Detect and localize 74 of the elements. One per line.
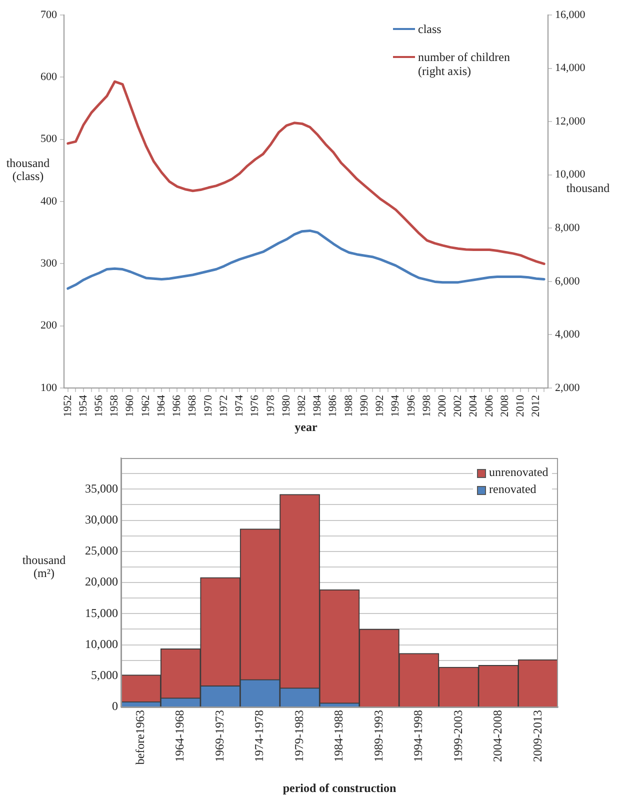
x-axis-title: year: [294, 420, 318, 434]
x-tick-label: 1982: [296, 395, 308, 417]
x-tick-label: 1988: [342, 394, 355, 417]
x-tick-label: 1996: [405, 394, 418, 417]
x-tick-label: 1974: [234, 394, 246, 417]
y-tick-label: 20,000: [85, 574, 118, 589]
y-tick-label: 25,000: [85, 544, 118, 558]
y-tick-label: 5,000: [91, 668, 118, 682]
x-tick-label: 2002: [452, 395, 464, 417]
y-tick-label: 600: [40, 71, 58, 84]
x-tick-label: 1976: [249, 394, 262, 417]
y2-tick-label: 2,000: [555, 382, 580, 394]
y-tick-label: 30,000: [85, 512, 118, 526]
y-tick-label: 300: [40, 258, 58, 270]
y-tick-label: 10,000: [85, 636, 118, 651]
y-tick-label: 400: [40, 195, 58, 208]
x-tick-label: 1984: [312, 394, 324, 417]
legend-label: number of children (right axis): [418, 50, 511, 78]
x-tick-label: 1966: [171, 394, 184, 417]
y-tick-label: 15,000: [85, 606, 118, 620]
x-tick-label: 1978: [264, 394, 277, 417]
y-tick-label: 100: [40, 382, 58, 394]
legend-label: class: [418, 22, 442, 36]
x-tick-label: 2000: [436, 394, 449, 417]
x-tick-label: 1994-1998: [411, 710, 426, 762]
y-axis-title: thousand (class): [5, 156, 51, 184]
x-tick-label: 2004-2008: [490, 710, 505, 762]
x-tick-label: before1963: [133, 710, 148, 765]
x-tick-label: 1979-1983: [292, 710, 306, 762]
x-tick-label: 1969-1973: [212, 710, 226, 762]
x-tick-label: 1984-1988: [332, 710, 346, 762]
x-tick-label: 2009-2013: [530, 710, 544, 762]
x-tick-label: 1994: [390, 394, 402, 417]
x-tick-label: 1958: [108, 394, 121, 417]
x-tick-label: 2006: [483, 394, 496, 417]
x-tick-label: 1974-1978: [252, 710, 266, 762]
y2-tick-label: 10,000: [555, 168, 586, 181]
legend-label: unrenovated: [489, 465, 548, 479]
x-tick-label: 1990: [358, 394, 370, 417]
y2-tick-label: 6,000: [555, 275, 580, 288]
x-tick-label: 1992: [374, 395, 386, 417]
x-tick-label: 1980: [280, 394, 292, 417]
x-tick-label: 1989-1993: [371, 710, 386, 762]
x-tick-label: 1956: [93, 394, 106, 417]
x-tick-label: 1964-1968: [172, 710, 187, 762]
x-tick-label: 2010: [514, 394, 527, 417]
y2-tick-label: 16,000: [555, 8, 586, 21]
x-tick-label: 1999-2003: [450, 710, 465, 762]
y2-tick-label: 12,000: [555, 115, 586, 128]
y-tick-label: 35,000: [85, 481, 118, 496]
x-tick-label: 1952: [62, 395, 74, 417]
legend-label: renovated: [489, 482, 536, 496]
y-axis-title: thousand (m²): [21, 552, 67, 580]
x-tick-label: 1998: [420, 394, 433, 417]
y2-tick-label: 4,000: [555, 328, 580, 341]
x-tick-label: 1986: [327, 394, 340, 417]
y2-axis-title: thousand: [565, 180, 611, 195]
x-tick-label: 2012: [530, 395, 542, 417]
y2-tick-label: 14,000: [555, 62, 586, 74]
x-tick-label: 1968: [186, 394, 199, 417]
x-axis-title: period of construction: [282, 780, 396, 795]
y-tick-label: 0: [112, 699, 118, 714]
x-tick-label: 1954: [77, 394, 90, 417]
y-tick-label: 700: [40, 8, 58, 21]
x-tick-label: 2008: [498, 394, 511, 417]
x-tick-label: 2004: [468, 394, 480, 417]
x-tick-label: 1970: [202, 394, 214, 417]
x-tick-label: 1960: [124, 394, 136, 417]
x-tick-label: 1962: [140, 395, 152, 417]
y-tick-label: 200: [40, 320, 58, 332]
y2-tick-label: 8,000: [555, 222, 580, 234]
x-tick-label: 1972: [218, 395, 230, 417]
x-tick-label: 1964: [155, 394, 168, 417]
y-tick-label: 500: [40, 133, 58, 146]
